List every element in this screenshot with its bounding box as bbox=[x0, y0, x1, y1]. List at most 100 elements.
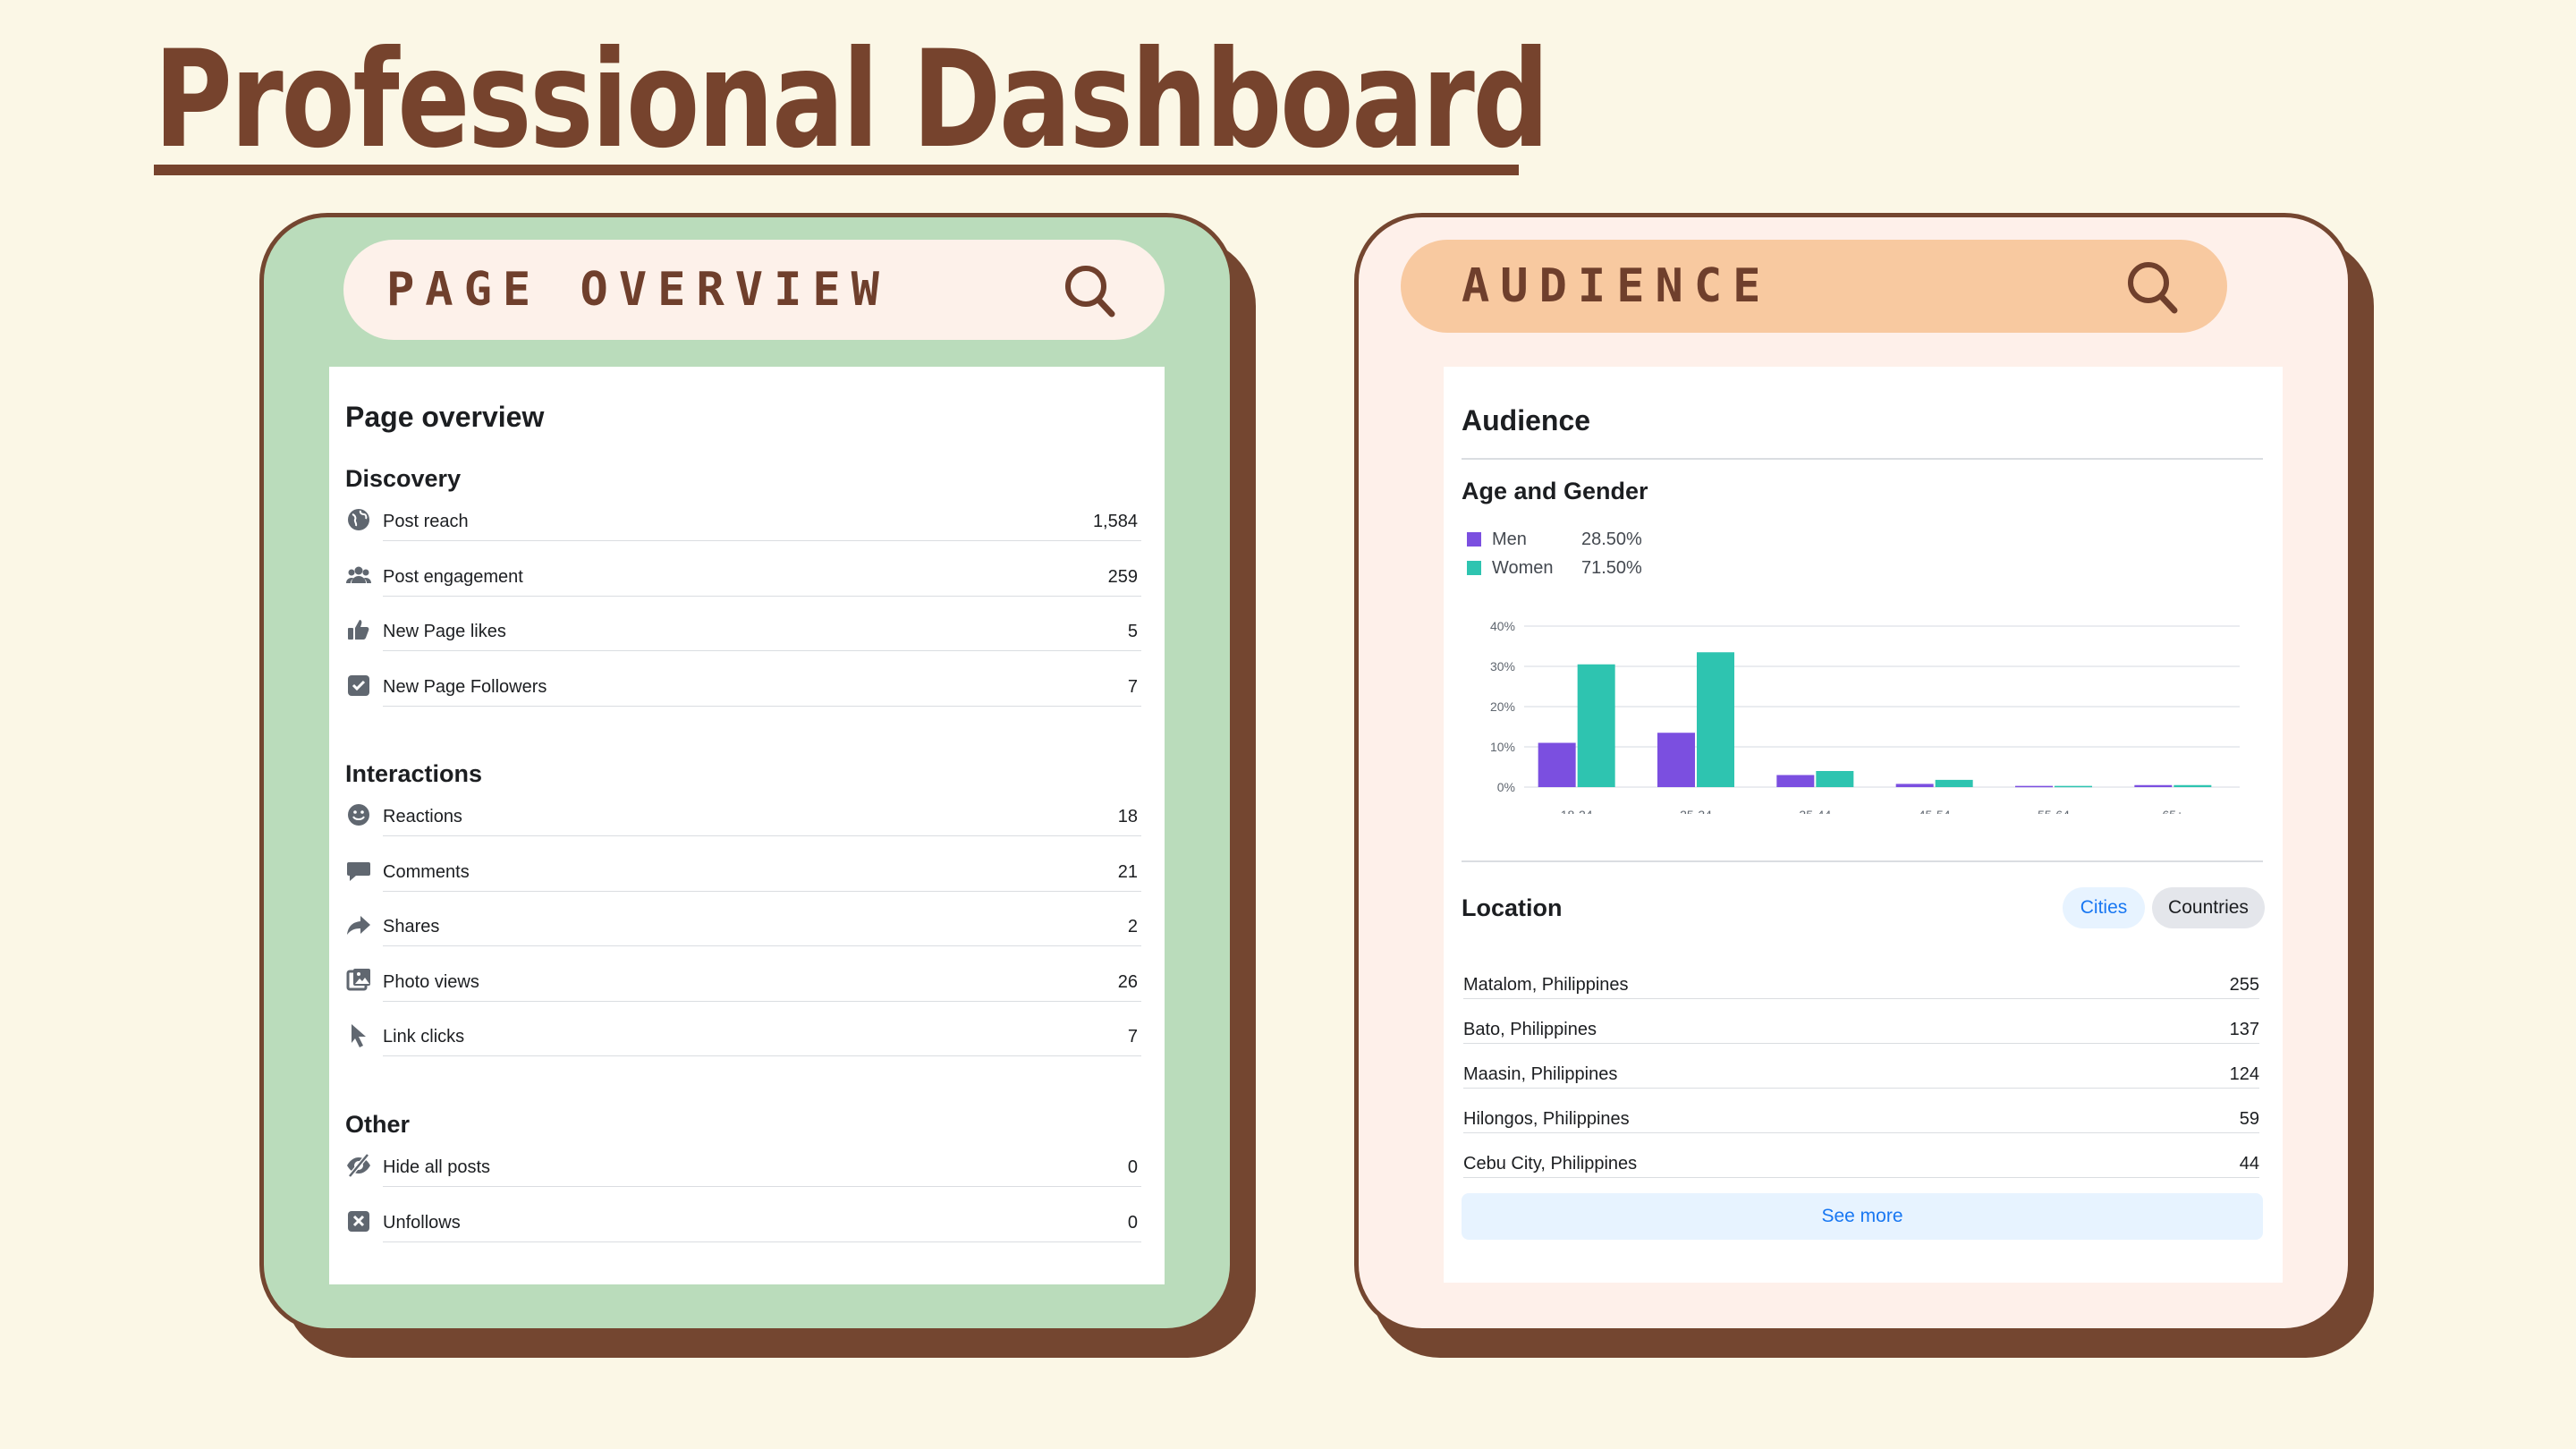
search-icon[interactable] bbox=[1063, 263, 1116, 318]
legend-swatch-women bbox=[1467, 561, 1481, 575]
title-underline bbox=[154, 165, 1519, 175]
audience-title: Audience bbox=[1462, 404, 1591, 436]
countries-toggle-button[interactable]: Countries bbox=[2152, 887, 2265, 928]
page-title: Professional Dashboard bbox=[154, 22, 1549, 178]
metric-label: Comments bbox=[383, 861, 470, 882]
location-name: Hilongos, Philippines bbox=[1463, 1109, 1630, 1129]
metric-row[interactable]: New Page likes 5 bbox=[345, 609, 1141, 652]
metric-value: 5 bbox=[1127, 622, 1138, 641]
legend-item-men: Men 28.50% bbox=[1467, 528, 1699, 553]
metric-label: Photo views bbox=[383, 971, 479, 992]
row-divider bbox=[383, 890, 1141, 892]
age-gender-chart: 0% 10% 20% 30% 40% 18-24 25-34 35-44 45-54 55-64 6… bbox=[1490, 619, 2240, 814]
location-value: 44 bbox=[2239, 1154, 2259, 1174]
search-icon[interactable] bbox=[2125, 259, 2179, 315]
location-value: 137 bbox=[2229, 1020, 2259, 1039]
cities-toggle-button[interactable]: Cities bbox=[2063, 887, 2145, 928]
location-value: 59 bbox=[2239, 1109, 2259, 1129]
bar-women-25-34 bbox=[1697, 652, 1734, 787]
y-tick-label: 0% bbox=[1497, 780, 1515, 794]
row-divider bbox=[1463, 998, 2259, 999]
row-divider bbox=[383, 945, 1141, 946]
x-box-icon bbox=[348, 1210, 369, 1232]
metric-row[interactable]: New Page Followers 7 bbox=[345, 665, 1141, 708]
see-more-button[interactable]: See more bbox=[1462, 1193, 2263, 1240]
row-divider bbox=[383, 835, 1141, 836]
metric-row[interactable]: Post reach 1,584 bbox=[345, 499, 1141, 542]
bar-men-65+ bbox=[2134, 784, 2173, 787]
page-overview-header-label: PAGE OVERVIEW bbox=[386, 263, 890, 317]
location-name: Maasin, Philippines bbox=[1463, 1064, 1618, 1084]
location-value: 124 bbox=[2229, 1064, 2259, 1084]
location-name: Cebu City, Philippines bbox=[1463, 1154, 1638, 1174]
location-value: 255 bbox=[2229, 975, 2259, 995]
x-tick-label: 45-54 bbox=[1919, 808, 1951, 814]
metric-row[interactable]: Reactions 18 bbox=[345, 794, 1141, 837]
metric-label: Reactions bbox=[383, 807, 462, 826]
metric-value: 2 bbox=[1127, 917, 1138, 936]
location-title: Location bbox=[1462, 894, 1563, 921]
metric-label: Hide all posts bbox=[383, 1157, 491, 1177]
metric-row[interactable]: Comments 21 bbox=[345, 850, 1141, 893]
row-divider bbox=[383, 595, 1141, 597]
row-divider bbox=[383, 650, 1141, 651]
audience-header-label: AUDIENCE bbox=[1462, 259, 1772, 313]
row-divider bbox=[383, 1241, 1141, 1242]
page-overview-title: Page overview bbox=[345, 401, 545, 433]
metric-row[interactable]: Link clicks 7 bbox=[345, 1014, 1141, 1057]
page-overview-header: PAGE OVERVIEW bbox=[343, 240, 1165, 340]
metric-value: 21 bbox=[1117, 861, 1138, 882]
comment-icon bbox=[347, 861, 370, 881]
y-tick-label: 40% bbox=[1490, 619, 1515, 633]
metric-row[interactable]: Shares 2 bbox=[345, 904, 1141, 947]
legend-item-women: Women 71.50% bbox=[1467, 556, 1699, 581]
metric-value: 1,584 bbox=[1092, 512, 1138, 531]
cursor-icon bbox=[352, 1024, 366, 1047]
location-row: Matalom, Philippines 255 bbox=[1463, 962, 2259, 1007]
age-gender-title: Age and Gender bbox=[1462, 478, 1648, 504]
metric-row[interactable]: Hide all posts 0 bbox=[345, 1145, 1141, 1188]
bar-men-25-34 bbox=[1657, 733, 1695, 787]
x-tick-label: 65+ bbox=[2162, 808, 2183, 814]
location-row: Maasin, Philippines 124 bbox=[1463, 1052, 2259, 1097]
section-heading: Other bbox=[345, 1111, 411, 1138]
bar-men-18-24 bbox=[1538, 742, 1576, 787]
metric-value: 0 bbox=[1127, 1212, 1138, 1233]
bar-men-45-54 bbox=[1895, 784, 1934, 787]
legend-swatch-men bbox=[1467, 532, 1481, 547]
x-tick-label: 18-24 bbox=[1561, 808, 1593, 814]
bar-women-35-44 bbox=[1816, 771, 1854, 787]
share-icon bbox=[347, 916, 370, 935]
metric-row[interactable]: Post engagement 259 bbox=[345, 555, 1141, 597]
row-divider bbox=[383, 540, 1141, 541]
section-heading: Interactions bbox=[345, 760, 483, 787]
row-divider bbox=[383, 1186, 1141, 1187]
metric-label: Shares bbox=[383, 917, 440, 936]
metric-value: 18 bbox=[1117, 807, 1138, 826]
section-heading: Discovery bbox=[345, 465, 462, 492]
location-row: Bato, Philippines 137 bbox=[1463, 1007, 2259, 1052]
metric-label: Post reach bbox=[383, 512, 469, 531]
divider bbox=[1462, 458, 2263, 460]
row-divider bbox=[383, 705, 1141, 707]
legend-name: Women bbox=[1492, 558, 1554, 578]
smiley-icon bbox=[348, 804, 369, 826]
y-tick-label: 30% bbox=[1490, 659, 1515, 674]
metric-label: Post engagement bbox=[383, 566, 523, 587]
people-icon bbox=[346, 566, 371, 583]
bar-men-55-64 bbox=[2015, 785, 2053, 788]
eye-slash-icon bbox=[347, 1153, 370, 1178]
location-row: Cebu City, Philippines 44 bbox=[1463, 1141, 2259, 1186]
bar-women-18-24 bbox=[1577, 664, 1615, 787]
globe-icon bbox=[348, 509, 369, 530]
location-name: Matalom, Philippines bbox=[1463, 975, 1629, 995]
metric-value: 259 bbox=[1107, 566, 1138, 587]
metric-row[interactable]: Unfollows 0 bbox=[345, 1200, 1141, 1243]
location-name: Bato, Philippines bbox=[1463, 1020, 1597, 1039]
metric-row[interactable]: Photo views 26 bbox=[345, 960, 1141, 1003]
bar-women-55-64 bbox=[2055, 785, 2092, 788]
metric-value: 0 bbox=[1127, 1157, 1138, 1177]
row-divider bbox=[383, 1000, 1141, 1002]
metric-label: New Page likes bbox=[383, 622, 506, 641]
location-row: Hilongos, Philippines 59 bbox=[1463, 1097, 2259, 1141]
